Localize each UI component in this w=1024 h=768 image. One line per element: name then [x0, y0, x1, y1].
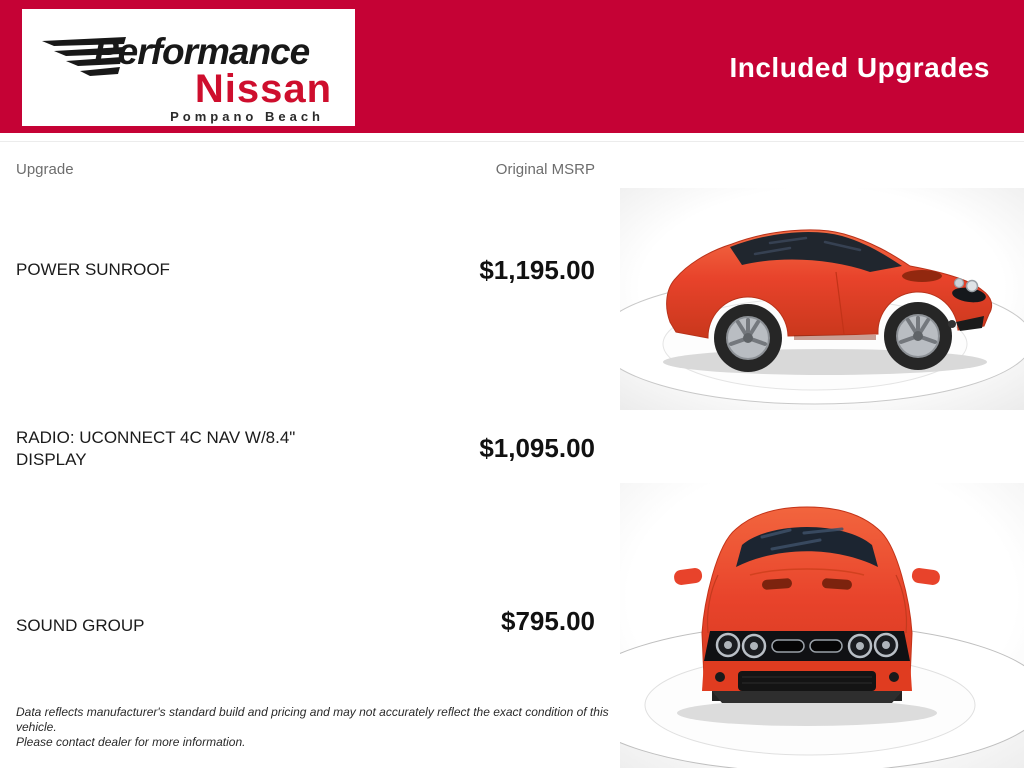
- vehicle-side-illustration: [666, 229, 993, 372]
- disclaimer-text: Data reflects manufacturer's standard bu…: [16, 705, 626, 750]
- logo-city-text: Pompano Beach: [170, 109, 324, 124]
- header-banner: Performance Nissan Pompano Beach Include…: [0, 0, 1024, 133]
- upgrade-row-price: $1,195.00: [479, 255, 595, 285]
- upgrade-row-label: SOUND GROUP: [16, 616, 145, 635]
- logo-nissan-text: Nissan: [194, 67, 332, 111]
- upgrade-row-label: RADIO: UCONNECT 4C NAV W/8.4" DISPLAY: [16, 428, 296, 469]
- dealer-logo: Performance Nissan Pompano Beach: [22, 9, 355, 126]
- upgrade-row-price: $1,095.00: [479, 433, 595, 463]
- disclaimer-line-2: Please contact dealer for more informati…: [16, 735, 246, 749]
- upgrade-row-label: POWER SUNROOF: [16, 260, 170, 279]
- header-divider: [0, 141, 1024, 142]
- vehicle-front-illustration: [674, 506, 940, 703]
- vehicle-photo-front: [620, 483, 1024, 768]
- upgrade-row-price: $795.00: [501, 606, 595, 636]
- logo-performance-text: Performance: [94, 31, 310, 72]
- vehicle-photo-side: [620, 188, 1024, 410]
- disclaimer-line-1: Data reflects manufacturer's standard bu…: [16, 705, 609, 734]
- column-header-msrp: Original MSRP: [495, 161, 595, 178]
- column-header-upgrade: Upgrade: [16, 161, 74, 178]
- page-title: Included Upgrades: [729, 52, 990, 83]
- performance-wings-icon: [42, 37, 126, 76]
